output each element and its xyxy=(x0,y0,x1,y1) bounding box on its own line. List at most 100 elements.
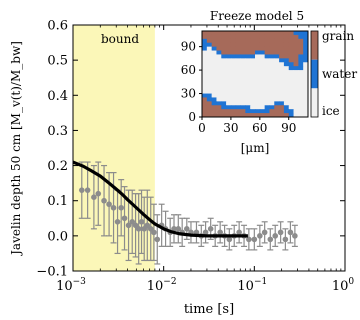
heatmap-cell xyxy=(206,31,213,36)
heatmap-cell xyxy=(255,93,261,98)
data-point xyxy=(101,197,107,204)
heatmap-cell xyxy=(283,109,290,114)
heatmap-cell xyxy=(283,38,290,44)
heatmap-cell xyxy=(288,46,294,51)
y-tick-label: 0.5 xyxy=(47,54,68,69)
heatmap-cell xyxy=(269,97,275,102)
heatmap-cell xyxy=(226,54,232,59)
data-point xyxy=(261,229,268,236)
heatmap-cell xyxy=(202,42,208,48)
heatmap-cell xyxy=(259,34,266,40)
heatmap-cell xyxy=(283,77,290,83)
y-tick-label: 0.2 xyxy=(47,159,68,174)
heatmap-cell xyxy=(216,77,222,83)
heatmap-cell xyxy=(230,97,237,102)
heatmap-cell xyxy=(206,85,213,91)
heatmap-cell xyxy=(216,70,222,75)
heatmap-cell xyxy=(230,81,237,87)
heatmap-cell xyxy=(245,70,251,75)
heatmap-cell xyxy=(255,101,261,106)
plot-frame xyxy=(72,24,346,272)
heatmap-cell xyxy=(245,42,251,48)
inset-x-tick-label: 0 xyxy=(198,121,206,135)
heatmap-cell xyxy=(250,34,256,40)
heatmap-cell xyxy=(202,81,208,87)
heatmap-cell xyxy=(279,31,285,36)
heatmap-cell xyxy=(211,46,217,51)
heatmap-cell xyxy=(202,101,208,106)
heatmap-cell xyxy=(230,89,237,94)
heatmap-cell xyxy=(230,85,237,91)
heatmap-cell xyxy=(303,66,309,71)
heatmap-cell xyxy=(245,81,251,87)
heatmap-cell xyxy=(216,66,222,71)
data-point xyxy=(251,236,258,243)
heatmap-cell xyxy=(269,54,275,59)
heatmap-cell xyxy=(240,113,246,118)
heatmap-cell xyxy=(202,93,208,98)
heatmap-cell xyxy=(221,85,227,91)
heatmap-cell xyxy=(293,81,299,87)
heatmap-cell xyxy=(230,58,237,63)
heatmap-cell xyxy=(216,97,222,102)
x-axis-label: time [s] xyxy=(184,302,234,317)
heatmap-cell xyxy=(274,113,280,118)
heatmap-cell xyxy=(202,54,208,59)
heatmap-cell xyxy=(211,109,217,114)
data-point xyxy=(267,236,274,243)
heatmap-cell xyxy=(255,62,261,67)
heatmap-cell xyxy=(245,74,251,79)
data-point xyxy=(184,226,190,232)
heatmap-cell xyxy=(255,97,261,102)
heatmap-cell xyxy=(259,38,266,44)
heatmap-cell xyxy=(264,66,270,71)
heatmap-cell xyxy=(288,89,294,94)
heatmap-cell xyxy=(216,34,222,40)
heatmap-cell xyxy=(269,77,275,83)
heatmap-cell xyxy=(206,46,213,51)
heatmap-cell xyxy=(240,101,246,106)
heatmap-cell xyxy=(274,50,280,55)
heatmap-cell xyxy=(226,93,232,98)
heatmap-cell xyxy=(250,85,256,91)
heatmap-cell xyxy=(259,42,266,48)
heatmap-cell xyxy=(245,66,251,71)
heatmap-cell xyxy=(259,46,266,51)
inset-y-tick-label: 0 xyxy=(188,110,196,124)
heatmap-cell xyxy=(216,89,222,94)
colorbar: grain water ice xyxy=(310,29,357,118)
heatmap-cell xyxy=(288,58,294,63)
heatmap-cell xyxy=(202,109,208,114)
heatmap-cell xyxy=(279,109,285,114)
heatmap-cell xyxy=(283,50,290,55)
heatmap-cell xyxy=(206,34,213,40)
heatmap-cell xyxy=(264,62,270,67)
heatmap-cell xyxy=(283,31,290,36)
heatmap-cell xyxy=(216,113,222,118)
inset-y-ticks: 0 30 60 90 xyxy=(181,40,202,124)
heatmap-cell xyxy=(274,97,280,102)
heatmap-cell xyxy=(288,97,294,102)
heatmap-cell xyxy=(250,81,256,87)
heatmap-cell xyxy=(259,85,266,91)
heatmap-cell xyxy=(293,105,299,110)
heatmap-cell xyxy=(226,81,232,87)
heatmap-cell xyxy=(303,93,309,98)
data-point xyxy=(95,190,102,197)
y-tick-label: 0.0 xyxy=(47,229,68,244)
heatmap-cell xyxy=(240,74,246,79)
heatmap-cell xyxy=(283,54,290,59)
heatmap-cell xyxy=(221,70,227,75)
heatmap-cell xyxy=(279,101,285,106)
data-point xyxy=(118,204,124,211)
heatmap-cell xyxy=(240,77,246,83)
heatmap-cell xyxy=(235,46,241,51)
heatmap-cell xyxy=(293,113,299,118)
y-tick-label: −0.1 xyxy=(36,265,68,280)
heatmap-cell xyxy=(245,85,251,91)
heatmap-cell xyxy=(240,46,246,51)
heatmap-cell xyxy=(293,38,299,44)
heatmap-cell xyxy=(279,105,285,110)
heatmap-cell xyxy=(255,58,261,63)
heatmap-cell xyxy=(211,74,217,79)
